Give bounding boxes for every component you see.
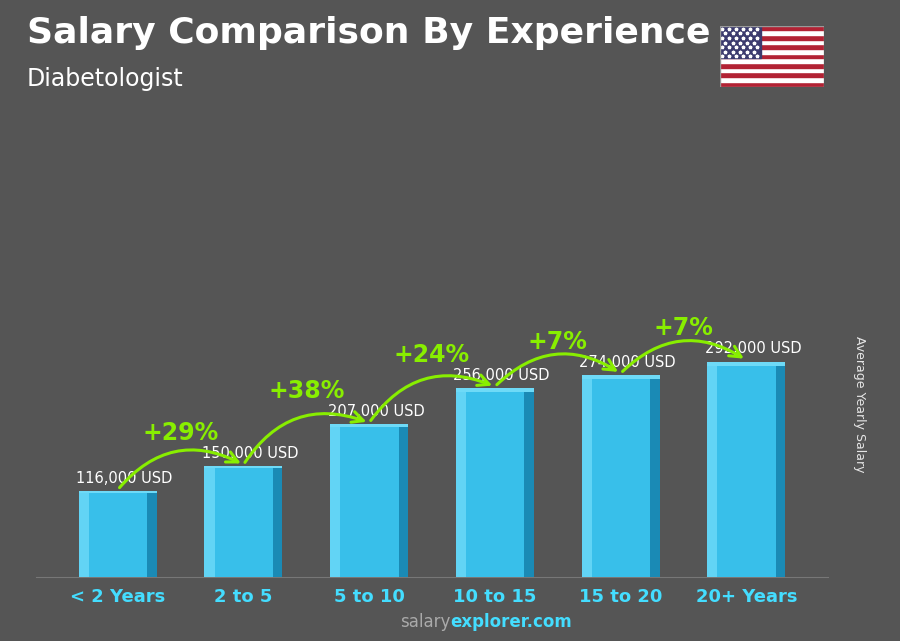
FancyBboxPatch shape (581, 375, 660, 379)
Text: 207,000 USD: 207,000 USD (328, 404, 425, 419)
FancyBboxPatch shape (399, 424, 408, 577)
Text: Average Yearly Salary: Average Yearly Salary (853, 336, 866, 472)
Bar (720, 35, 824, 40)
Text: 256,000 USD: 256,000 USD (454, 368, 550, 383)
Text: 116,000 USD: 116,000 USD (76, 471, 173, 486)
FancyBboxPatch shape (148, 492, 157, 577)
Text: 150,000 USD: 150,000 USD (202, 446, 299, 461)
Text: Salary Comparison By Experience: Salary Comparison By Experience (27, 16, 710, 50)
FancyBboxPatch shape (707, 362, 717, 577)
Text: 274,000 USD: 274,000 USD (579, 354, 676, 370)
Bar (720, 82, 824, 87)
Text: +38%: +38% (268, 379, 345, 403)
FancyBboxPatch shape (456, 388, 534, 577)
FancyBboxPatch shape (204, 467, 214, 577)
Bar (720, 54, 824, 58)
Bar (720, 40, 824, 44)
Text: +7%: +7% (527, 329, 588, 354)
Bar (720, 68, 824, 72)
Bar (720, 49, 824, 54)
FancyBboxPatch shape (707, 362, 786, 577)
FancyBboxPatch shape (204, 467, 283, 577)
Bar (720, 77, 824, 82)
FancyBboxPatch shape (273, 467, 283, 577)
FancyBboxPatch shape (78, 492, 157, 577)
Text: +7%: +7% (653, 317, 714, 340)
FancyBboxPatch shape (330, 424, 408, 577)
Bar (720, 26, 824, 30)
Text: +29%: +29% (142, 421, 219, 445)
Text: explorer.com: explorer.com (450, 613, 572, 631)
FancyBboxPatch shape (78, 492, 89, 577)
Text: Diabetologist: Diabetologist (27, 67, 184, 91)
Text: salary: salary (400, 613, 450, 631)
FancyBboxPatch shape (650, 375, 660, 577)
FancyBboxPatch shape (525, 388, 534, 577)
Bar (720, 26, 761, 58)
FancyBboxPatch shape (204, 467, 283, 469)
Bar (720, 44, 824, 49)
Bar (720, 72, 824, 77)
Text: 292,000 USD: 292,000 USD (705, 342, 801, 356)
Bar (720, 30, 824, 35)
Text: +24%: +24% (394, 343, 470, 367)
FancyBboxPatch shape (330, 424, 340, 577)
FancyBboxPatch shape (776, 362, 786, 577)
FancyBboxPatch shape (78, 492, 157, 493)
FancyBboxPatch shape (456, 388, 534, 392)
FancyBboxPatch shape (330, 424, 408, 427)
FancyBboxPatch shape (581, 375, 591, 577)
Bar (720, 63, 824, 68)
FancyBboxPatch shape (581, 375, 660, 577)
Bar (720, 58, 824, 63)
FancyBboxPatch shape (707, 362, 786, 366)
FancyBboxPatch shape (456, 388, 466, 577)
